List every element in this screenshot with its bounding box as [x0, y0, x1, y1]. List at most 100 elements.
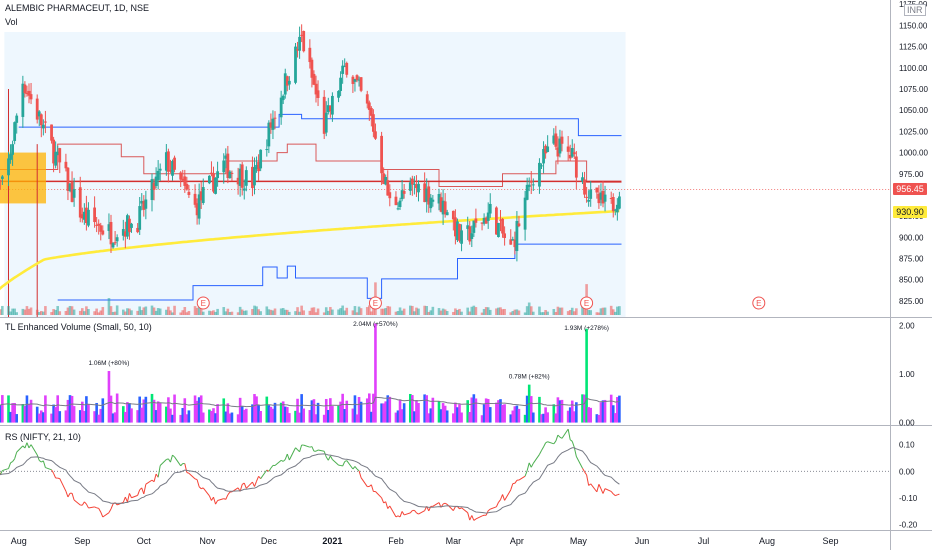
- volume-bar-mini: [554, 311, 558, 315]
- rs-line-segment: [213, 496, 217, 505]
- candle-body: [66, 167, 70, 191]
- rs-line-segment: [45, 467, 52, 471]
- candle-body: [443, 201, 447, 215]
- rs-line-segment: [201, 487, 204, 490]
- enhanced-volume-bar: [609, 394, 613, 423]
- rs-line-segment: [545, 441, 548, 444]
- volume-spike-annotation: 2.04M (+570%): [353, 321, 398, 328]
- candle-body: [601, 190, 605, 204]
- enhanced-volume-bar: [245, 408, 248, 423]
- volume-bar-mini: [29, 307, 33, 315]
- candle-body: [87, 209, 90, 226]
- volume-bar-mini: [1, 305, 4, 315]
- rs-tick-label: -0.10: [899, 494, 918, 503]
- enhanced-volume-bar: [517, 408, 521, 423]
- enhanced-volume-bar: [257, 405, 260, 423]
- enhanced-volume-bar: [255, 396, 258, 423]
- enhanced-volume-bar: [253, 394, 256, 423]
- volume-spike-annotation: 0.78M (+82%): [509, 374, 550, 381]
- currency-badge[interactable]: INR: [904, 4, 926, 16]
- rs-line-segment: [59, 478, 67, 492]
- volume-bar-mini: [573, 311, 576, 315]
- enhanced-volume-bar: [126, 402, 129, 423]
- volume-bar-mini: [322, 312, 326, 315]
- rs-line-segment: [504, 489, 512, 501]
- volume-bar-mini: [368, 305, 371, 315]
- volume-average-line: [0, 396, 620, 408]
- volume-bar-mini: [136, 310, 139, 315]
- candle-body: [515, 220, 519, 252]
- volume-bar-mini: [197, 306, 201, 315]
- rs-line-segment: [51, 469, 55, 474]
- volume-bar-mini: [115, 305, 119, 315]
- volume-bar-mini: [68, 305, 72, 315]
- candle-body: [251, 166, 254, 189]
- volume-bar-mini: [187, 310, 191, 315]
- volume-bar-mini: [11, 308, 14, 315]
- volume-bar-mini: [195, 307, 199, 315]
- enhanced-volume-bar: [595, 414, 599, 423]
- rs-line-segment: [575, 456, 583, 469]
- candle-body: [68, 183, 72, 191]
- trailing-stop-line: [0, 143, 622, 187]
- enhanced-volume-bar: [93, 411, 96, 423]
- rs-line-segment: [573, 447, 577, 457]
- volume-bar-mini: [388, 306, 392, 315]
- rs-line-segment: [239, 484, 243, 492]
- candle-body: [222, 160, 226, 173]
- time-tick-label: Jun: [635, 536, 650, 546]
- rs-line-segment: [475, 515, 483, 520]
- rs-line-segment: [137, 489, 141, 496]
- volume-bar-mini: [183, 307, 187, 315]
- volume-bar-mini: [15, 312, 18, 315]
- enhanced-volume-bar: [130, 408, 133, 423]
- enhanced-volume-bar: [152, 399, 156, 423]
- volume-bar-mini: [173, 305, 176, 315]
- price-tick-label: 1075.00: [899, 85, 928, 94]
- candle-body: [99, 225, 103, 232]
- enhanced-volume-bar: [599, 402, 603, 423]
- rs-line-segment: [26, 442, 30, 449]
- volume-bar-mini: [93, 311, 96, 315]
- enhanced-volume-bar: [21, 404, 25, 423]
- rs-line-segment: [94, 506, 97, 509]
- volume-bar-mini: [259, 311, 262, 315]
- candle-body: [169, 170, 172, 172]
- enhanced-volume-bar: [384, 401, 387, 423]
- enhanced-volume-bar: [525, 395, 529, 423]
- candle-body: [142, 200, 146, 210]
- candle-body: [50, 124, 53, 141]
- volume-bar-mini: [37, 312, 41, 315]
- time-tick-label: Nov: [199, 536, 216, 546]
- enhanced-volume-bar: [294, 410, 297, 423]
- volume-tick-label: 0.00: [899, 419, 915, 428]
- rs-line-segment: [83, 501, 87, 505]
- volume-bar-mini: [54, 309, 57, 315]
- enhanced-volume-bar: [296, 398, 299, 423]
- volume-bar-mini: [109, 306, 113, 315]
- volume-bar-mini: [240, 309, 244, 315]
- candle-body: [144, 199, 148, 209]
- rs-line-segment: [198, 486, 202, 490]
- candle-body: [384, 177, 388, 185]
- enhanced-volume-bar: [365, 398, 369, 423]
- enhanced-volume-bar: [240, 405, 244, 423]
- rs-line-segment: [389, 505, 397, 518]
- candle-body: [525, 184, 529, 200]
- volume-bar-mini: [437, 308, 441, 315]
- candle-body: [185, 183, 189, 190]
- enhanced-volume-bar: [185, 414, 189, 423]
- candle-body: [126, 215, 129, 237]
- candle-body: [488, 203, 492, 214]
- candle-body: [208, 175, 211, 184]
- candle-body: [230, 172, 234, 174]
- rs-line-segment: [315, 449, 319, 452]
- volume-bar-mini: [353, 306, 357, 315]
- enhanced-volume-bar: [357, 396, 361, 423]
- enhanced-volume-bar: [1, 395, 4, 423]
- candle-body: [423, 183, 427, 203]
- volume-bar-mini: [614, 311, 617, 315]
- enhanced-volume-bar: [267, 405, 271, 423]
- candle-body: [158, 168, 162, 171]
